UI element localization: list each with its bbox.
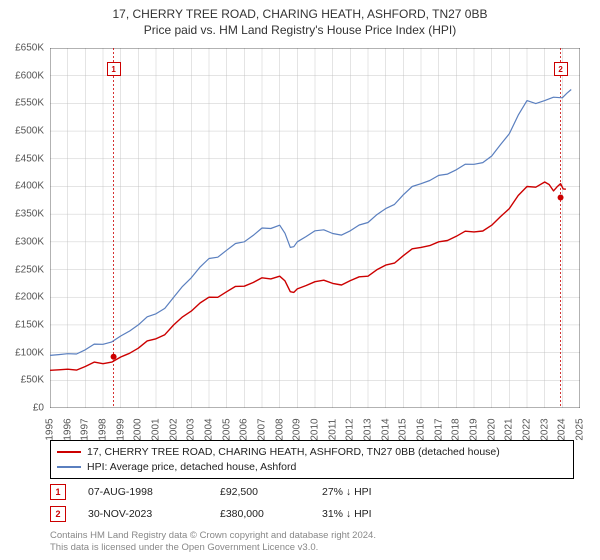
y-tick-label: £650K	[15, 43, 44, 54]
x-tick-label: 2002	[168, 418, 179, 440]
chart-svg	[50, 48, 580, 408]
y-tick-label: £200K	[15, 292, 44, 303]
y-tick-label: £450K	[15, 153, 44, 164]
x-tick-label: 2012	[345, 418, 356, 440]
transaction-marker-box: 2	[50, 506, 66, 522]
x-tick-label: 2020	[486, 418, 497, 440]
x-tick-label: 1998	[98, 418, 109, 440]
transaction-pct-vs-hpi: 27% ↓ HPI	[322, 486, 422, 498]
x-tick-label: 2025	[575, 418, 586, 440]
y-tick-label: £50K	[21, 375, 44, 386]
transaction-marker-box: 1	[50, 484, 66, 500]
x-tick-label: 2016	[416, 418, 427, 440]
transaction-pct-vs-hpi: 31% ↓ HPI	[322, 508, 422, 520]
x-tick-label: 2010	[310, 418, 321, 440]
transactions-block: 1 07-AUG-1998 £92,500 27% ↓ HPI 2 30-NOV-2023…	[50, 484, 560, 528]
footer-attribution: Contains HM Land Registry data © Crown c…	[50, 530, 376, 554]
x-tick-label: 1999	[115, 418, 126, 440]
title-line2: Price paid vs. HM Land Registry's House …	[0, 22, 600, 38]
x-tick-label: 2014	[380, 418, 391, 440]
title-line1: 17, CHERRY TREE ROAD, CHARING HEATH, ASH…	[0, 6, 600, 22]
x-tick-label: 2006	[239, 418, 250, 440]
x-tick-label: 2005	[221, 418, 232, 440]
legend-label: 17, CHERRY TREE ROAD, CHARING HEATH, ASH…	[87, 445, 500, 460]
chart-title-block: 17, CHERRY TREE ROAD, CHARING HEATH, ASH…	[0, 0, 600, 38]
x-tick-label: 2003	[186, 418, 197, 440]
chart-area: £0£50K£100K£150K£200K£250K£300K£350K£400…	[50, 48, 580, 408]
legend-box: 17, CHERRY TREE ROAD, CHARING HEATH, ASH…	[50, 440, 574, 479]
x-tick-label: 2023	[539, 418, 550, 440]
x-tick-label: 2007	[257, 418, 268, 440]
x-tick-label: 2024	[557, 418, 568, 440]
x-tick-label: 1995	[45, 418, 56, 440]
x-tick-label: 1997	[80, 418, 91, 440]
y-tick-label: £0	[33, 403, 44, 414]
transaction-row: 2 30-NOV-2023 £380,000 31% ↓ HPI	[50, 506, 560, 522]
legend-row: 17, CHERRY TREE ROAD, CHARING HEATH, ASH…	[57, 445, 567, 460]
x-tick-label: 2013	[363, 418, 374, 440]
x-tick-label: 2011	[327, 419, 338, 441]
footer-line2: This data is licensed under the Open Gov…	[50, 542, 376, 554]
chart-marker-2: 2	[554, 62, 568, 76]
legend-swatch	[57, 451, 81, 453]
transaction-price: £380,000	[220, 508, 300, 520]
footer-line1: Contains HM Land Registry data © Crown c…	[50, 530, 376, 542]
transaction-row: 1 07-AUG-1998 £92,500 27% ↓ HPI	[50, 484, 560, 500]
transaction-date: 07-AUG-1998	[88, 486, 198, 498]
x-tick-label: 2004	[204, 418, 215, 440]
x-tick-label: 2017	[433, 418, 444, 440]
x-tick-label: 2000	[133, 418, 144, 440]
x-tick-label: 2021	[504, 418, 515, 440]
y-tick-label: £350K	[15, 209, 44, 220]
x-tick-label: 2008	[274, 418, 285, 440]
legend-row: HPI: Average price, detached house, Ashf…	[57, 460, 567, 475]
legend-label: HPI: Average price, detached house, Ashf…	[87, 460, 296, 475]
x-tick-label: 1996	[62, 418, 73, 440]
x-tick-label: 2022	[522, 418, 533, 440]
x-tick-label: 2009	[292, 418, 303, 440]
x-tick-label: 2018	[451, 418, 462, 440]
x-tick-label: 2019	[469, 418, 480, 440]
y-tick-label: £150K	[15, 319, 44, 330]
chart-marker-1: 1	[107, 62, 121, 76]
x-tick-label: 2001	[151, 418, 162, 440]
transaction-date: 30-NOV-2023	[88, 508, 198, 520]
y-tick-label: £550K	[15, 98, 44, 109]
x-tick-label: 2015	[398, 418, 409, 440]
transaction-price: £92,500	[220, 486, 300, 498]
y-tick-label: £100K	[15, 347, 44, 358]
y-tick-label: £600K	[15, 70, 44, 81]
y-tick-label: £500K	[15, 126, 44, 137]
y-tick-label: £250K	[15, 264, 44, 275]
y-tick-label: £400K	[15, 181, 44, 192]
y-tick-label: £300K	[15, 236, 44, 247]
legend-swatch	[57, 466, 81, 468]
